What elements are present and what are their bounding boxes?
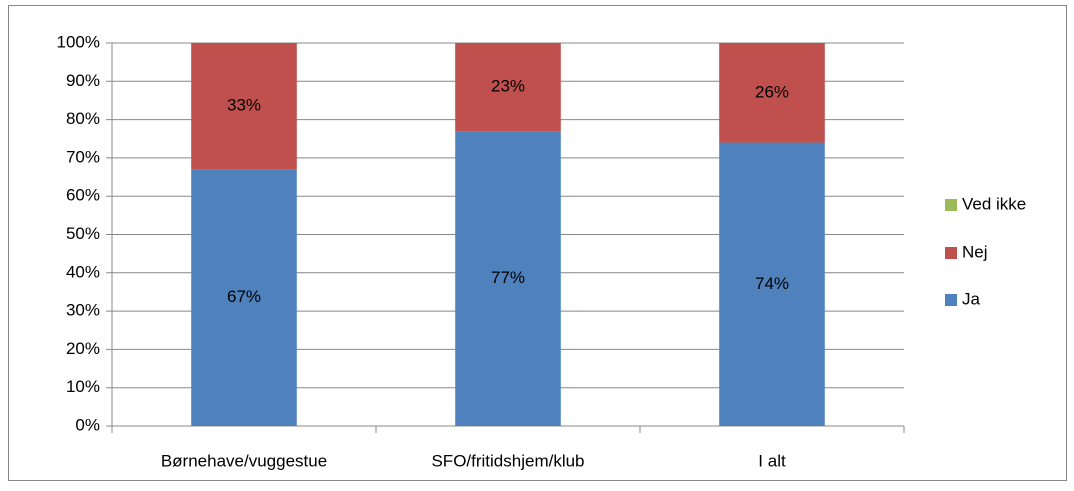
- y-tick-label: 70%: [66, 147, 100, 166]
- y-tick-label: 10%: [66, 377, 100, 396]
- data-label: 33%: [227, 96, 261, 115]
- data-label: 23%: [491, 77, 525, 96]
- data-label: 26%: [755, 82, 789, 101]
- bar-segment: [455, 131, 561, 426]
- data-label: 74%: [755, 274, 789, 293]
- bar-segment: [455, 43, 561, 132]
- y-tick-label: 20%: [66, 339, 100, 358]
- bar-segment: [719, 142, 825, 426]
- y-tick-label: 80%: [66, 109, 100, 128]
- y-tick-label: 0%: [75, 415, 100, 434]
- bar-segment: [191, 43, 297, 170]
- y-tick-label: 30%: [66, 301, 100, 320]
- y-tick-label: 60%: [66, 186, 100, 205]
- y-tick-label: 100%: [57, 32, 100, 51]
- x-tick-label: SFO/fritidshjem/klub: [431, 451, 584, 470]
- legend-swatch: [945, 247, 957, 259]
- legend-swatch: [945, 199, 957, 211]
- bar-segment: [191, 169, 297, 426]
- legend-swatch: [945, 294, 957, 306]
- x-tick-label: Børnehave/vuggestue: [161, 451, 327, 470]
- y-tick-label: 40%: [66, 262, 100, 281]
- data-label: 67%: [227, 287, 261, 306]
- x-tick-label: I alt: [758, 451, 786, 470]
- data-label: 77%: [491, 268, 525, 287]
- legend-label: Ved ikke: [962, 194, 1026, 213]
- y-tick-label: 90%: [66, 71, 100, 90]
- y-tick-label: 50%: [66, 224, 100, 243]
- legend-label: Ja: [962, 289, 981, 308]
- bar-segment: [719, 43, 825, 143]
- legend-label: Nej: [962, 242, 988, 261]
